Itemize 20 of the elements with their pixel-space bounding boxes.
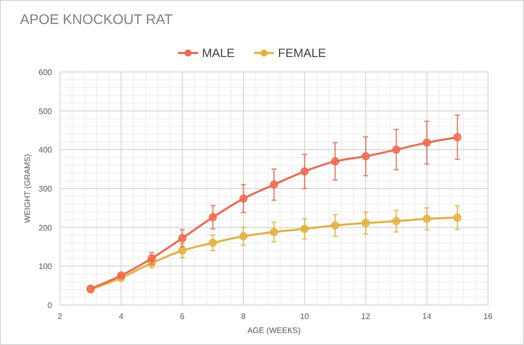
y-tick-label: 0	[48, 301, 53, 310]
y-tick-label: 200	[38, 223, 53, 232]
x-tick-label: 14	[422, 312, 432, 321]
x-tick-label: 16	[484, 312, 493, 321]
x-tick-label: 2	[58, 312, 63, 321]
legend-label: FEMALE	[278, 46, 326, 60]
x-axis-title: AGE (WEEKS)	[247, 326, 302, 335]
y-tick-label: 600	[38, 68, 53, 77]
x-tick-label: 12	[361, 312, 371, 321]
y-tick-label: 500	[38, 106, 53, 116]
x-tick-label: 4	[118, 312, 124, 321]
chart-title: APOE KNOCKOUT RAT	[20, 11, 174, 27]
y-tick-label: 400	[38, 146, 53, 155]
y-tick-label: 100	[38, 262, 53, 272]
x-tick-label: 8	[241, 312, 246, 321]
y-tick-label: 300	[38, 184, 53, 194]
x-tick-label: 6	[180, 312, 186, 321]
legend-label: MALE	[202, 46, 235, 60]
y-axis-title: WEIGHT (GRAMS)	[23, 154, 32, 223]
x-tick-label: 10	[300, 312, 310, 321]
